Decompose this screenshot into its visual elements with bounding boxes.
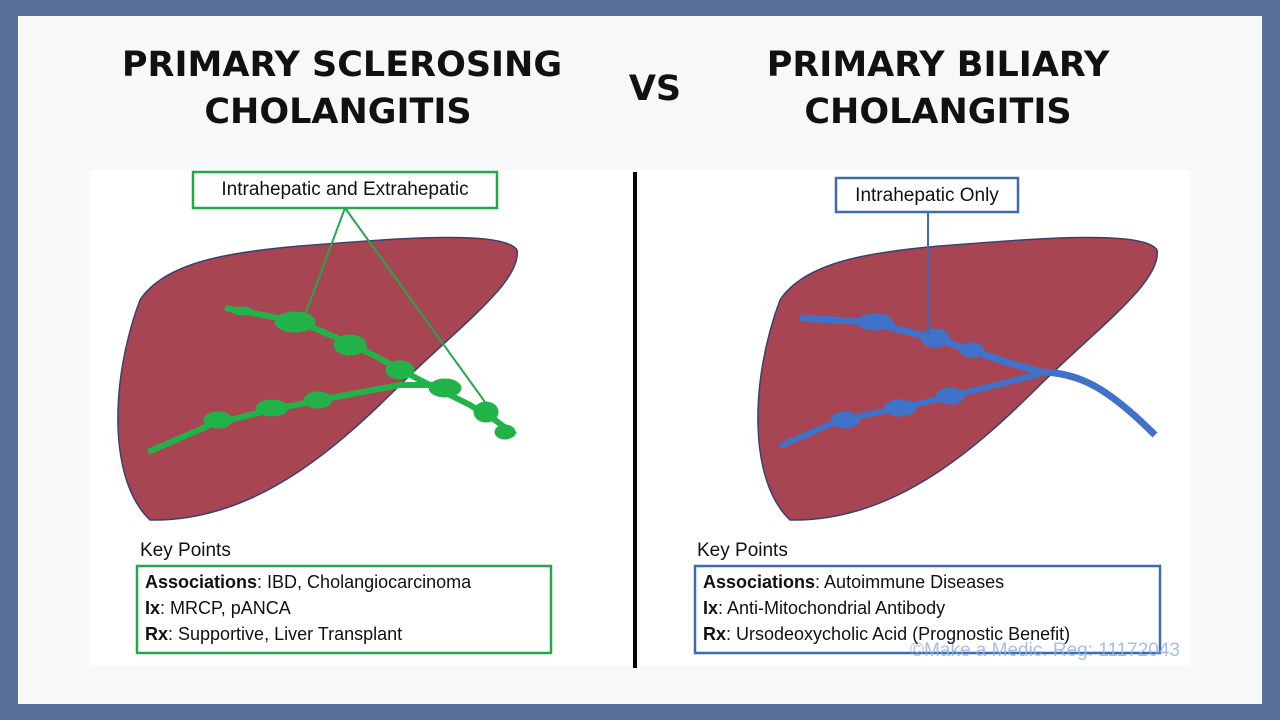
key-point-text: : MRCP, pANCA xyxy=(160,598,291,618)
key-point-text: : Anti-Mitochondrial Antibody xyxy=(718,598,945,618)
key-point-label: Ix xyxy=(703,598,718,618)
key-point-label: Associations xyxy=(145,572,257,592)
bile-ducts xyxy=(778,313,1158,449)
key-point-text: : Supportive, Liver Transplant xyxy=(168,624,402,644)
key-point-label: Rx xyxy=(703,624,726,644)
left-title: PRIMARY SCLEROSING xyxy=(122,45,562,85)
left-title: CHOLANGITIS xyxy=(204,92,471,132)
label-box xyxy=(191,170,499,210)
duct-label: Intrahepatic Only xyxy=(855,185,999,206)
key-point-label: Rx xyxy=(145,624,168,644)
duct-label: Intrahepatic and Extrahepatic xyxy=(221,179,468,200)
right-title: CHOLANGITIS xyxy=(804,92,1071,132)
key-point-text: : Autoimmune Diseases xyxy=(815,572,1004,592)
key-points-box xyxy=(135,564,553,655)
key-points-heading: Key Points xyxy=(697,540,788,561)
key-point: Ix: MRCP, pANCA xyxy=(145,598,291,618)
watermark: ©Make a Medic. Reg: 11172043 xyxy=(910,640,1180,661)
key-points-box xyxy=(693,564,1162,655)
key-points-heading: Key Points xyxy=(140,540,231,561)
bile-ducts xyxy=(146,305,517,455)
label-box xyxy=(834,176,1020,214)
key-point-text: : Ursodeoxycholic Acid (Prognostic Benef… xyxy=(726,624,1070,644)
key-point: Associations: IBD, Cholangiocarcinoma xyxy=(145,572,472,592)
key-point: Associations: Autoimmune Diseases xyxy=(703,572,1004,592)
key-point-label: Ix xyxy=(145,598,160,618)
vs-label: VS xyxy=(629,69,681,109)
key-point: Rx: Ursodeoxycholic Acid (Prognostic Ben… xyxy=(703,624,1070,644)
key-point: Rx: Supportive, Liver Transplant xyxy=(145,624,402,644)
liver xyxy=(757,236,1158,521)
key-point-label: Associations xyxy=(703,572,815,592)
key-point: Ix: Anti-Mitochondrial Antibody xyxy=(703,598,945,618)
pointer xyxy=(304,207,486,403)
right-title: PRIMARY BILIARY xyxy=(767,45,1110,85)
key-point-text: : IBD, Cholangiocarcinoma xyxy=(257,572,472,592)
